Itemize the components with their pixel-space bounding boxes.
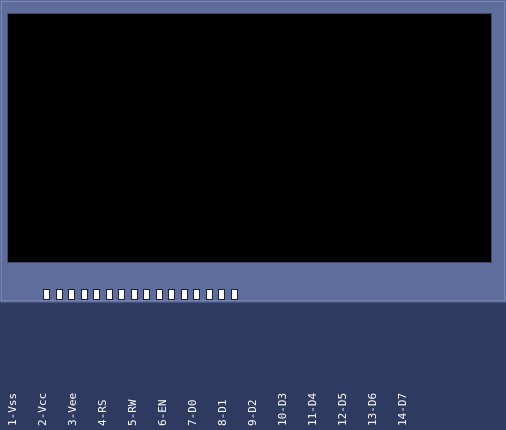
- pin-label-9: 9-D2: [246, 399, 259, 427]
- pin-10[interactable]: [155, 289, 163, 300]
- pin-4[interactable]: [80, 289, 88, 300]
- pin-labels: 1-Vss 2-Vcc 3-Vee 4-RS 5-RW 6-EN 7-D0 8-…: [0, 302, 506, 430]
- pin-14[interactable]: [205, 289, 213, 300]
- pin-label-4: 4-RS: [96, 399, 109, 427]
- pin-label-5: 5-RW: [126, 399, 139, 427]
- pin-label-7: 7-D0: [186, 399, 199, 427]
- pin-label-8: 8-D1: [216, 399, 229, 427]
- pin-12[interactable]: [180, 289, 188, 300]
- pin-label-3: 3-Vee: [66, 392, 79, 426]
- lcd-module: [0, 0, 506, 303]
- pin-13[interactable]: [193, 289, 200, 300]
- pin-15[interactable]: [218, 289, 225, 300]
- pin-label-1: 1-Vss: [6, 392, 19, 426]
- pin-8[interactable]: [130, 289, 138, 300]
- pin-label-2: 2-Vcc: [36, 392, 49, 426]
- pin-label-6: 6-EN: [156, 399, 169, 427]
- pin-label-14: 14-D7: [396, 392, 409, 426]
- pin-16[interactable]: [230, 289, 238, 300]
- pin-3[interactable]: [68, 289, 75, 300]
- pin-11[interactable]: [168, 289, 175, 300]
- pin-label-11: 11-D4: [306, 392, 319, 426]
- pin-7[interactable]: [118, 289, 125, 300]
- pin-2[interactable]: [55, 289, 63, 300]
- lcd-display-screen: [7, 13, 492, 263]
- pin-label-10: 10-D3: [276, 392, 289, 426]
- pin-label-12: 12-D5: [336, 392, 349, 426]
- pin-6[interactable]: [105, 289, 113, 300]
- pin-label-13: 13-D6: [366, 392, 379, 426]
- pin-9[interactable]: [143, 289, 150, 300]
- pin-1[interactable]: [43, 289, 50, 300]
- pin-5[interactable]: [93, 289, 100, 300]
